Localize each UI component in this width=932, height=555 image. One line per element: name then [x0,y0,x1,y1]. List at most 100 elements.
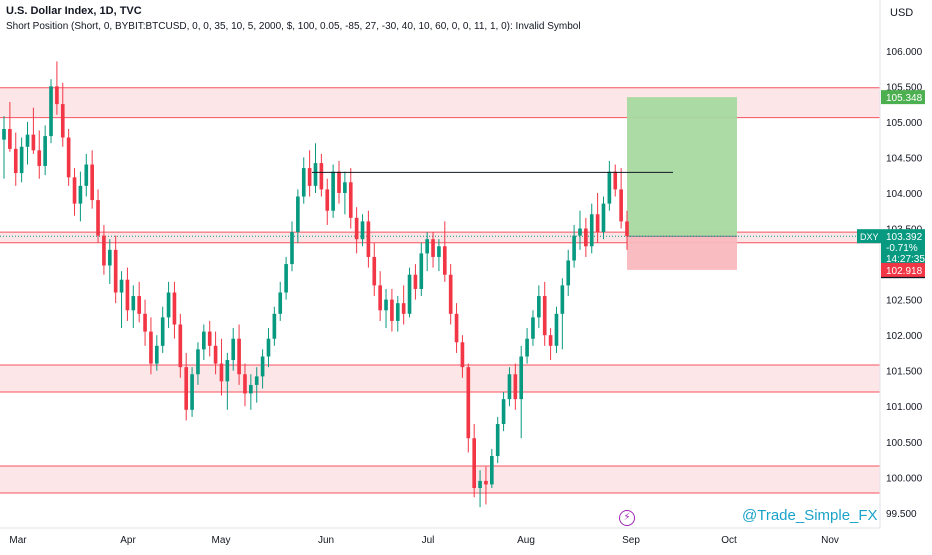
candle-body-55[interactable] [325,189,330,211]
candle-body-16[interactable] [96,200,100,236]
candle-body-18[interactable] [107,249,112,266]
candle-body-3[interactable] [19,146,24,174]
candle-body-99[interactable] [584,228,588,247]
candle-body-80[interactable] [472,438,477,489]
lightning-icon[interactable]: ⚡ [619,510,635,526]
candle-body-6[interactable] [37,150,42,166]
candle-body-85[interactable] [501,399,506,425]
candle-body-92[interactable] [542,296,547,336]
candle-body-102[interactable] [601,203,606,233]
candle-body-8[interactable] [49,86,53,137]
candle-body-37[interactable] [219,363,224,382]
position-target-zone[interactable] [627,97,737,237]
indicator-legend[interactable]: Short Position (Short, 0, BYBIT:BTCUSD, … [6,21,581,32]
candle-body-4[interactable] [25,134,30,147]
candle-body-22[interactable] [131,296,136,311]
candle-body-88[interactable] [519,356,524,400]
candle-body-59[interactable] [348,182,353,218]
candle-body-83[interactable] [489,456,494,485]
candle-body-87[interactable] [513,374,518,400]
candle-body-38[interactable] [225,360,230,382]
candle-body-0[interactable] [2,128,6,140]
candle-body-71[interactable] [419,253,424,289]
candle-body-9[interactable] [55,86,59,105]
candle-body-13[interactable] [78,185,83,204]
candle-body-35[interactable] [207,331,212,346]
candle-body-69[interactable] [407,274,412,314]
candle-body-82[interactable] [484,480,488,485]
candle-body-74[interactable] [437,246,441,257]
candle-body-70[interactable] [413,274,418,289]
candle-body-58[interactable] [343,182,347,193]
candle-body-36[interactable] [213,345,218,364]
candle-body-17[interactable] [102,235,106,266]
candle-body-73[interactable] [431,239,435,257]
candle-body-11[interactable] [66,137,71,178]
candle-body-72[interactable] [425,239,429,254]
candle-body-93[interactable] [548,335,553,346]
candle-body-39[interactable] [231,338,236,361]
candle-body-98[interactable] [578,228,582,236]
candle-body-1[interactable] [8,128,12,149]
candle-body-49[interactable] [290,232,294,265]
candle-body-103[interactable] [607,171,612,204]
candle-body-66[interactable] [390,299,394,321]
candle-body-30[interactable] [178,324,183,368]
candle-body-95[interactable] [560,285,565,314]
candle-body-19[interactable] [113,249,118,293]
candle-body-56[interactable] [331,171,335,211]
candle-body-104[interactable] [613,171,618,190]
candle-body-41[interactable] [243,374,247,394]
candle-body-24[interactable] [143,313,147,332]
candle-body-57[interactable] [337,171,341,193]
candle-body-5[interactable] [31,134,36,151]
candle-body-65[interactable] [384,299,388,311]
candle-body-40[interactable] [237,338,241,375]
candle-body-20[interactable] [119,279,124,293]
candle-body-53[interactable] [313,163,318,186]
candle-body-60[interactable] [354,217,359,240]
candle-body-29[interactable] [172,292,177,325]
time-axis[interactable]: Mar Apr May Jun Jul Aug Sep Oct Nov [9,535,839,546]
candle-body-10[interactable] [60,104,65,138]
candle-body-63[interactable] [372,256,377,286]
candle-body-43[interactable] [254,376,259,385]
candle-body-106[interactable] [625,221,629,237]
candle-body-7[interactable] [43,136,47,166]
candle-body-42[interactable] [249,384,253,394]
candle-body-101[interactable] [595,214,600,233]
candle-body-28[interactable] [166,292,171,318]
candle-body-86[interactable] [507,374,512,400]
candle-body-47[interactable] [278,292,283,314]
candle-body-84[interactable] [495,424,500,457]
candle-body-50[interactable] [296,196,300,233]
candle-body-46[interactable] [272,313,277,339]
candle-body-44[interactable] [260,356,265,377]
candle-body-77[interactable] [454,313,459,343]
candle-body-76[interactable] [448,274,453,314]
candle-body-100[interactable] [589,214,594,247]
candle-body-12[interactable] [72,177,77,204]
candle-body-54[interactable] [319,163,324,190]
candle-body-91[interactable] [537,296,541,318]
candle-body-31[interactable] [184,367,189,410]
candle-body-27[interactable] [160,317,165,346]
candle-body-89[interactable] [525,338,529,357]
candle-body-68[interactable] [401,303,406,314]
candle-body-45[interactable] [266,338,271,357]
candle-body-75[interactable] [442,246,447,275]
candle-body-15[interactable] [90,164,94,201]
candle-body-14[interactable] [84,164,89,186]
candle-body-79[interactable] [466,367,471,439]
candle-body-67[interactable] [395,303,400,321]
candles-layer[interactable] [2,61,629,508]
candle-body-97[interactable] [572,235,576,261]
candle-body-105[interactable] [619,189,623,222]
candle-body-48[interactable] [284,264,288,293]
candle-body-52[interactable] [307,168,312,186]
candle-body-90[interactable] [531,317,535,339]
candle-body-81[interactable] [478,480,482,489]
candle-body-21[interactable] [125,279,130,311]
candle-body-62[interactable] [366,221,371,257]
candle-body-51[interactable] [301,168,306,197]
